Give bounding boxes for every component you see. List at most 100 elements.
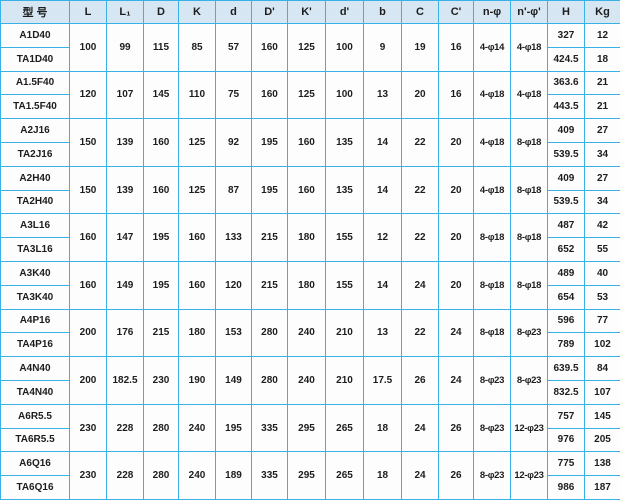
value-cell-b: 13 (363, 308, 402, 358)
model-cell-A4N40: A4N40 (0, 356, 70, 381)
value-cell-n-prime-phi: 8-φ23 (510, 308, 548, 358)
value-cell-D-prime: 215 (251, 213, 288, 262)
value-cell-d: 189 (215, 451, 252, 500)
value-cell-n-phi: 8-φ23 (473, 403, 511, 453)
value-cell-d: 57 (215, 23, 252, 72)
col-header-L: L (69, 0, 107, 24)
col-header-H: H (547, 0, 585, 24)
value-cell-n-prime-phi: 12-φ23 (510, 451, 548, 500)
col-header-Kg: Kg (584, 0, 620, 24)
model-cell-TA3K40: TA3K40 (0, 284, 70, 310)
kg-cell: 205 (584, 427, 620, 453)
value-cell-C-prime: 26 (438, 403, 474, 453)
value-cell-C-prime: 20 (438, 118, 474, 167)
value-cell-L1: 99 (106, 23, 144, 72)
value-cell-d: 195 (215, 403, 252, 453)
value-cell-b: 14 (363, 165, 402, 215)
col-header-b: b (363, 0, 402, 24)
h-cell: 654 (547, 284, 585, 310)
value-cell-b: 17.5 (363, 356, 402, 405)
kg-cell: 42 (584, 213, 620, 239)
value-cell-K: 240 (178, 451, 216, 500)
value-cell-C-prime: 16 (438, 70, 474, 120)
table-row-A3L16: A3L16 160 147 195 160 133 215 180 155 12 22 20 8-φ18… (0, 213, 620, 262)
value-cell-K: 160 (178, 260, 216, 310)
value-cell-L: 150 (69, 165, 107, 215)
kg-cell: 27 (584, 118, 620, 143)
value-cell-C: 22 (401, 118, 439, 167)
value-cell-K-prime: 240 (287, 356, 326, 405)
value-cell-d-prime: 100 (325, 23, 364, 72)
value-cell-n-prime-phi: 4-φ18 (510, 23, 548, 72)
value-cell-d: 149 (215, 356, 252, 405)
value-cell-K-prime: 240 (287, 308, 326, 358)
value-cell-D: 160 (143, 118, 179, 167)
value-cell-C: 22 (401, 213, 439, 262)
h-cell: 639.5 (547, 356, 585, 381)
value-cell-L1: 228 (106, 403, 144, 453)
value-cell-L: 230 (69, 403, 107, 453)
col-header-L1: L₁ (106, 0, 144, 24)
value-cell-L1: 107 (106, 70, 144, 120)
value-cell-K: 125 (178, 165, 216, 215)
kg-cell: 102 (584, 332, 620, 358)
col-header-C-prime: C' (438, 0, 474, 24)
value-cell-C-prime: 20 (438, 165, 474, 215)
value-cell-L1: 176 (106, 308, 144, 358)
value-cell-n-prime-phi: 4-φ18 (510, 70, 548, 120)
value-cell-C-prime: 16 (438, 23, 474, 72)
value-cell-L1: 149 (106, 260, 144, 310)
kg-cell: 12 (584, 23, 620, 48)
table-row-TA2H40: TA2H40 539.5 34 (0, 189, 620, 215)
model-cell-A4P16: A4P16 (0, 308, 70, 334)
value-cell-n-phi: 8-φ18 (473, 260, 511, 310)
value-cell-K-prime: 295 (287, 451, 326, 500)
value-cell-n-phi: 8-φ18 (473, 213, 511, 262)
h-cell: 652 (547, 237, 585, 262)
value-cell-C: 22 (401, 308, 439, 358)
table-row-TA2J16: TA2J16 539.5 34 (0, 141, 620, 167)
value-cell-K-prime: 180 (287, 260, 326, 310)
value-cell-D-prime: 335 (251, 403, 288, 453)
value-cell-L1: 139 (106, 165, 144, 215)
value-cell-d: 120 (215, 260, 252, 310)
table-row-TA6Q16: TA6Q16 986 187 (0, 475, 620, 500)
table-row-TA4P16: TA4P16 789 102 (0, 332, 620, 358)
h-cell: 789 (547, 332, 585, 358)
col-header-K: K (178, 0, 216, 24)
col-header-K-prime: K' (287, 0, 326, 24)
value-cell-K-prime: 125 (287, 70, 326, 120)
h-cell: 832.5 (547, 379, 585, 405)
model-cell-A6R5.5: A6R5.5 (0, 403, 70, 429)
col-header-n-phi: n-φ (473, 0, 511, 24)
h-cell: 424.5 (547, 46, 585, 72)
value-cell-L: 150 (69, 118, 107, 167)
col-header-C: C (401, 0, 439, 24)
value-cell-b: 9 (363, 23, 402, 72)
value-cell-C-prime: 24 (438, 308, 474, 358)
value-cell-d-prime: 210 (325, 356, 364, 405)
value-cell-n-prime-phi: 8-φ23 (510, 356, 548, 405)
h-cell: 775 (547, 451, 585, 477)
value-cell-L1: 139 (106, 118, 144, 167)
h-cell: 976 (547, 427, 585, 453)
value-cell-n-prime-phi: 8-φ18 (510, 165, 548, 215)
value-cell-C-prime: 20 (438, 260, 474, 310)
model-cell-TA1.5F40: TA1.5F40 (0, 94, 70, 120)
model-cell-A1D40: A1D40 (0, 23, 70, 48)
model-cell-A2H40: A2H40 (0, 165, 70, 191)
kg-cell: 145 (584, 403, 620, 429)
value-cell-D: 160 (143, 165, 179, 215)
value-cell-D: 230 (143, 356, 179, 405)
value-cell-b: 18 (363, 403, 402, 453)
value-cell-d-prime: 265 (325, 451, 364, 500)
value-cell-d-prime: 210 (325, 308, 364, 358)
kg-cell: 84 (584, 356, 620, 381)
value-cell-D: 280 (143, 451, 179, 500)
table-row-A2H40: A2H40 150 139 160 125 87 195 160 135 14 22 20 4-φ18 8… (0, 165, 620, 215)
value-cell-D-prime: 335 (251, 451, 288, 500)
model-cell-TA4N40: TA4N40 (0, 379, 70, 405)
kg-cell: 21 (584, 94, 620, 120)
value-cell-d: 87 (215, 165, 252, 215)
